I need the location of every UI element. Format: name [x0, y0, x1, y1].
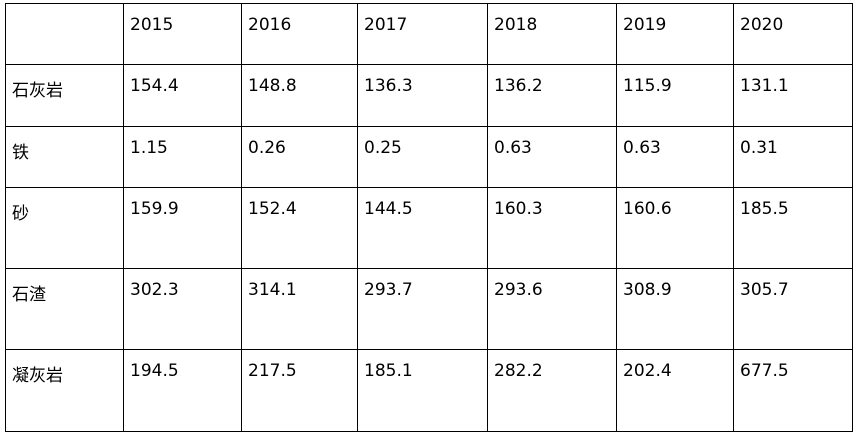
table-cell: 0.25 [357, 126, 488, 188]
table-row: 石渣 302.3 314.1 293.7 293.6 308.9 305.7 [5, 268, 853, 350]
table-row: 砂 159.9 152.4 144.5 160.3 160.6 185.5 [5, 187, 853, 269]
row-label: 凝灰岩 [5, 349, 124, 432]
table-row: 凝灰岩 194.5 217.5 185.1 282.2 202.4 677.5 [5, 349, 853, 432]
table-row: 铁 1.15 0.26 0.25 0.63 0.63 0.31 [5, 126, 853, 188]
table-cell: 160.6 [616, 187, 734, 269]
table-cell: 144.5 [357, 187, 488, 269]
row-label: 石渣 [5, 268, 124, 350]
table-cell: 0.63 [616, 126, 734, 188]
table-row: 2015 2016 2017 2018 2019 2020 [5, 3, 853, 65]
row-label: 铁 [5, 126, 124, 188]
table-cell: 1.15 [123, 126, 242, 188]
table-cell: 305.7 [733, 268, 853, 350]
corner-cell [5, 3, 124, 65]
column-header: 2016 [241, 3, 358, 65]
table-cell: 159.9 [123, 187, 242, 269]
column-header: 2018 [487, 3, 617, 65]
row-label: 石灰岩 [5, 64, 124, 127]
table-cell: 0.63 [487, 126, 617, 188]
table-cell: 308.9 [616, 268, 734, 350]
table-row: 石灰岩 154.4 148.8 136.3 136.2 115.9 131.1 [5, 64, 853, 127]
table-cell: 293.6 [487, 268, 617, 350]
table-cell: 314.1 [241, 268, 358, 350]
column-header: 2020 [733, 3, 853, 65]
table-cell: 185.5 [733, 187, 853, 269]
table-cell: 136.3 [357, 64, 488, 127]
table-cell: 131.1 [733, 64, 853, 127]
data-table: 2015 2016 2017 2018 2019 2020 石灰岩 154.4 148.8 136… [5, 3, 853, 432]
table-cell: 217.5 [241, 349, 358, 432]
table-cell: 154.4 [123, 64, 242, 127]
column-header: 2015 [123, 3, 242, 65]
table-cell: 0.31 [733, 126, 853, 188]
table-cell: 202.4 [616, 349, 734, 432]
table-cell: 136.2 [487, 64, 617, 127]
row-label: 砂 [5, 187, 124, 269]
table-cell: 115.9 [616, 64, 734, 127]
table-cell: 160.3 [487, 187, 617, 269]
table-cell: 293.7 [357, 268, 488, 350]
table-cell: 282.2 [487, 349, 617, 432]
table-cell: 148.8 [241, 64, 358, 127]
table-cell: 302.3 [123, 268, 242, 350]
column-header: 2019 [616, 3, 734, 65]
table-cell: 677.5 [733, 349, 853, 432]
table-cell: 185.1 [357, 349, 488, 432]
table-cell: 0.26 [241, 126, 358, 188]
column-header: 2017 [357, 3, 488, 65]
table-cell: 194.5 [123, 349, 242, 432]
table-cell: 152.4 [241, 187, 358, 269]
